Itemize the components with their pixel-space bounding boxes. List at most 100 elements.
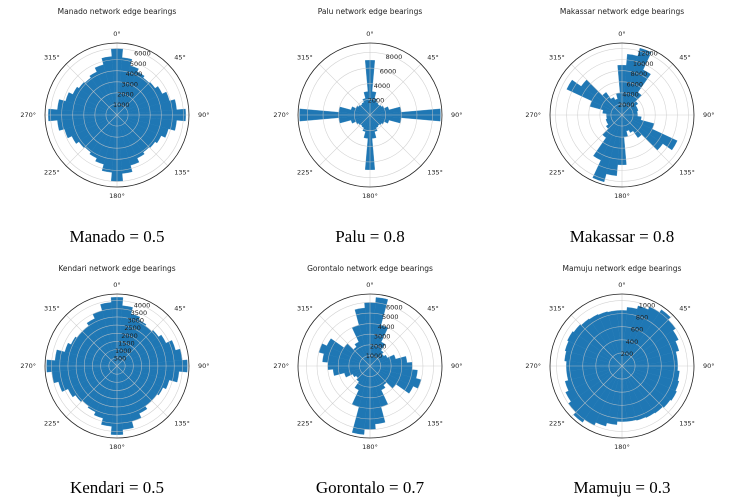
radial-tick-label: 1000 <box>115 347 132 355</box>
bar <box>116 114 162 144</box>
chart-title: Kendari network edge bearings <box>58 264 175 273</box>
grid-spoke <box>621 314 674 367</box>
angle-tick-label: 180° <box>109 192 125 200</box>
radial-tick-label: 8000 <box>631 70 648 78</box>
grid-spoke <box>65 314 118 367</box>
bar <box>621 47 652 116</box>
bar <box>95 114 118 165</box>
angle-tick-label: 90° <box>451 111 463 119</box>
radial-tick-label: 4000 <box>374 82 391 90</box>
radial-tick-label: 4000 <box>134 302 151 310</box>
angle-tick-label: 270° <box>20 362 36 370</box>
bar <box>610 97 623 116</box>
bar <box>64 342 118 367</box>
angle-tick-label: 315° <box>297 54 313 62</box>
angle-tick-label: 0° <box>366 281 373 289</box>
grid-spoke <box>65 114 118 167</box>
bar <box>621 365 655 418</box>
angle-tick-label: 180° <box>614 443 630 451</box>
polar-chart: Kendari network edge bearings 50010001500… <box>20 264 209 497</box>
bar <box>116 313 141 367</box>
grid-spoke <box>116 314 169 367</box>
angle-tick-label: 315° <box>549 54 565 62</box>
radial-tick-label: 5000 <box>382 313 399 321</box>
radial-tick-label: 6000 <box>386 303 403 311</box>
angle-tick-label: 90° <box>703 362 715 370</box>
chart-caption: Mamuju = 0.3 <box>574 478 671 497</box>
angle-tick-label: 135° <box>174 168 190 176</box>
radial-tick-label: 4000 <box>622 91 639 99</box>
grid-spoke <box>570 365 623 418</box>
radial-tick-label: 600 <box>631 326 643 334</box>
bar <box>621 114 634 133</box>
angle-tick-label: 225° <box>549 419 565 427</box>
chart-title: Manado network edge bearings <box>58 7 177 16</box>
chart-caption: Palu = 0.8 <box>335 227 405 246</box>
angle-tick-label: 45° <box>174 54 186 62</box>
angle-tick-label: 45° <box>679 305 691 313</box>
chart-title: Makassar network edge bearings <box>560 7 684 16</box>
angle-tick-label: 270° <box>273 111 289 119</box>
angle-tick-label: 0° <box>113 281 120 289</box>
grid-spoke <box>369 114 422 167</box>
chart-caption: Makassar = 0.8 <box>570 227 674 246</box>
radial-tick-label: 2500 <box>124 324 141 332</box>
angle-tick-label: 90° <box>703 111 715 119</box>
angle-tick-label: 90° <box>451 362 463 370</box>
angle-tick-label: 270° <box>525 362 541 370</box>
angle-tick-label: 180° <box>614 192 630 200</box>
bar <box>593 114 623 161</box>
angle-tick-label: 135° <box>679 168 695 176</box>
angle-tick-label: 315° <box>549 305 565 313</box>
radial-tick-label: 4000 <box>378 323 395 331</box>
angle-tick-label: 45° <box>427 54 439 62</box>
grid-spoke <box>570 314 623 367</box>
radial-tick-label: 6000 <box>626 80 643 88</box>
bar <box>72 86 118 116</box>
angle-tick-label: 225° <box>297 419 313 427</box>
radial-tick-label: 8000 <box>386 53 403 61</box>
angle-tick-label: 180° <box>362 443 378 451</box>
grid-spoke <box>65 63 118 116</box>
angle-tick-label: 270° <box>20 111 36 119</box>
grid-spoke <box>116 365 169 418</box>
bar <box>65 92 118 116</box>
grid-spoke <box>116 114 169 167</box>
angle-tick-label: 270° <box>525 111 541 119</box>
bar <box>567 331 623 367</box>
angle-tick-label: 315° <box>44 305 60 313</box>
grid-spoke <box>65 365 118 418</box>
plot-frame <box>297 293 443 439</box>
angle-tick-label: 315° <box>297 305 313 313</box>
polar-chart: Makassar network edge bearings 2000 4000 60… <box>525 7 714 246</box>
bar <box>598 311 623 367</box>
bar <box>621 69 651 116</box>
radial-tick-label: 800 <box>636 314 648 322</box>
radial-tick-label: 400 <box>626 338 638 346</box>
bar <box>369 365 414 394</box>
radial-tick-label: 200 <box>621 350 633 358</box>
radial-tick-label: 2000 <box>117 91 134 99</box>
bar <box>363 91 371 116</box>
radial-tick-label: 3000 <box>121 80 138 88</box>
angle-tick-label: 0° <box>113 30 120 38</box>
radial-tick-label: 1500 <box>118 339 135 347</box>
angle-tick-label: 135° <box>427 168 443 176</box>
grid-spoke <box>621 365 674 418</box>
bar <box>564 365 623 392</box>
bar <box>116 65 139 116</box>
plot-frame <box>44 293 190 439</box>
radial-tick-label: 2000 <box>370 342 387 350</box>
grid-spoke <box>369 63 422 116</box>
radial-tick-label: 3000 <box>128 317 145 325</box>
angle-tick-label: 270° <box>273 362 289 370</box>
bar <box>326 338 371 367</box>
chart-title: Palu network edge bearings <box>318 7 423 16</box>
bar <box>589 314 623 367</box>
angle-tick-label: 90° <box>198 111 210 119</box>
bar <box>361 114 371 128</box>
polar-chart: Mamuju network edge bearings 200 400 600 800… <box>525 264 714 497</box>
angle-tick-label: 180° <box>362 192 378 200</box>
radial-tick-label: 3000 <box>374 333 391 341</box>
